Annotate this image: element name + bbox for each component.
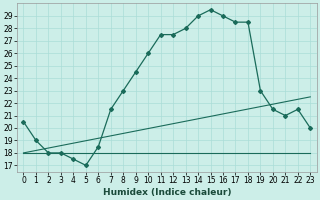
X-axis label: Humidex (Indice chaleur): Humidex (Indice chaleur): [103, 188, 231, 197]
